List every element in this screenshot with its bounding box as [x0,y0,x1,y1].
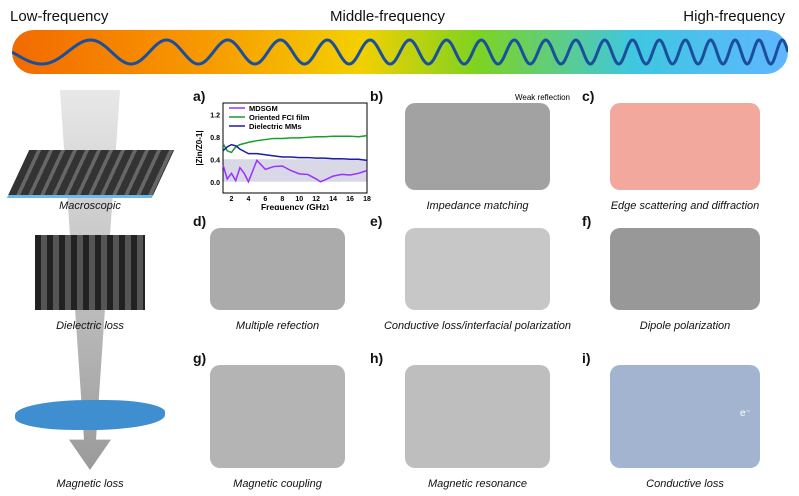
y-tick-label: 0.4 [210,157,220,164]
panel-e-illustration [405,228,550,310]
caption-c: Edge scattering and diffraction [610,200,760,212]
caption-macroscopic: Macroscopic [59,200,121,212]
legend-entry-0: MDSGM [249,104,278,113]
x-tick-label: 4 [246,196,250,203]
middle-frequency-label: Middle-frequency [330,8,446,25]
panel-f-illustration [610,228,760,310]
panel-d-illustration [210,228,345,310]
wave-icon [12,38,788,66]
x-tick-label: 6 [263,196,267,203]
x-tick-label: 16 [346,196,354,203]
panel-label-h: h) [370,350,384,366]
panel-label-e: e) [370,213,383,229]
panel-label-b: b) [370,88,384,104]
panel-c-illustration [610,103,760,190]
x-axis-label: Frequency (GHz) [261,202,329,210]
caption-i: Conductive loss [646,478,724,490]
caption-dielectric-loss: Dielectric loss [56,320,124,332]
panel-i-illustration [610,365,760,468]
caption-magnetic-loss: Magnetic loss [56,478,124,490]
low-frequency-label: Low-frequency [10,8,109,25]
electron-label: e⁻ [740,408,751,419]
legend-entry-1: Oriented FCI film [249,113,310,122]
y-tick-label: 1.2 [210,112,220,119]
x-tick-label: 8 [280,196,284,203]
series-line-0 [222,159,368,184]
caption-f: Dipole polarization [639,320,731,332]
panel-g-illustration [210,365,345,468]
high-frequency-label: High-frequency [683,8,785,25]
panel-label-i: i) [582,350,591,366]
shaded-band [223,159,367,182]
x-tick-label: 18 [363,196,371,203]
macroscopic-image [6,150,175,198]
series-line-1 [222,134,368,154]
panel-h-illustration [405,365,550,468]
x-tick-label: 10 [295,196,303,203]
dielectric-image [35,235,145,310]
y-tick-label: 0.8 [210,135,220,142]
panel-b-illustration [405,103,550,190]
panel-label-c: c) [582,88,595,104]
magnetic-image [15,400,165,430]
weak-reflection-label: Weak reflection [515,93,570,102]
caption-h: Magnetic resonance [427,478,528,490]
x-tick-label: 12 [312,196,320,203]
caption-g: Magnetic coupling [233,478,322,490]
y-tick-label: 0.0 [210,180,220,187]
panel-label-a: a) [193,88,206,104]
caption-e: Conductive loss/interfacial polarization [383,320,572,332]
plot-frame [222,102,368,194]
legend-entry-2: Dielectric MMs [249,122,302,131]
panel-label-d: d) [193,213,207,229]
series-line-2 [222,143,368,162]
caption-d: Multiple refection [235,320,320,332]
panel-label-g: g) [193,350,207,366]
x-tick-label: 14 [329,196,337,203]
caption-b: Impedance matching [426,200,529,212]
y-axis-label: |Zin/Z0-1| [195,130,204,165]
panel-label-f: f) [582,213,592,229]
x-tick-label: 2 [230,196,234,203]
